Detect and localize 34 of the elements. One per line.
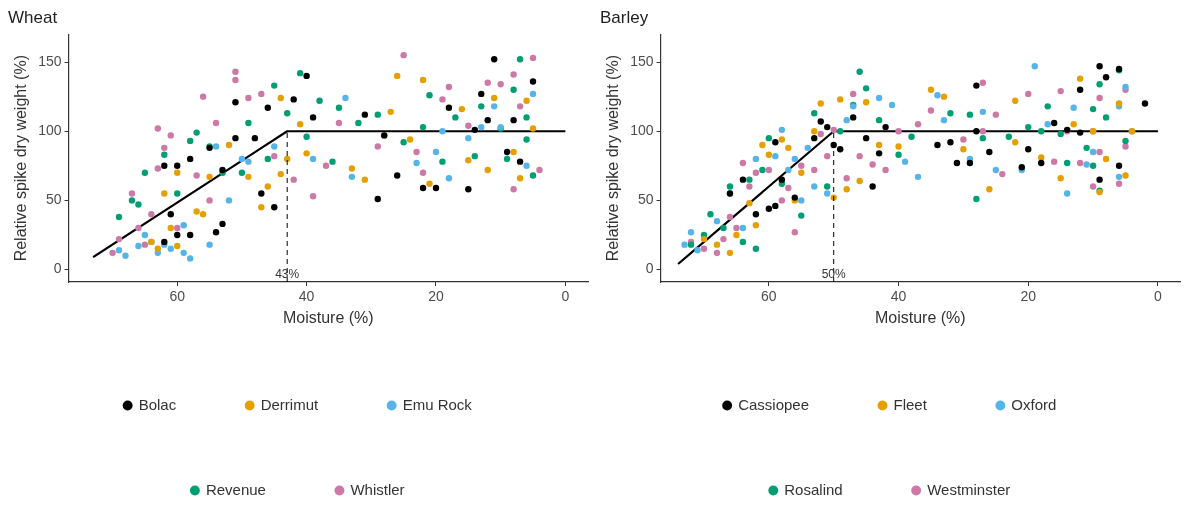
legend-label: Whistler (350, 480, 405, 498)
y-axis-title: Relative spike dry weight (%) (12, 55, 30, 262)
y-tick-label: 0 (53, 260, 62, 277)
x-tick-label: 20 (1020, 288, 1037, 305)
x-tick-label: 0 (561, 288, 570, 305)
legend-label: Fleet (893, 395, 928, 413)
x-tick-label: 60 (169, 288, 186, 305)
y-tick-label: 0 (645, 260, 654, 277)
legend-label: Oxford (1011, 395, 1057, 413)
y-tick-label: 50 (637, 191, 654, 208)
x-tick-label: 60 (761, 288, 777, 305)
y-tick-label: 150 (630, 52, 654, 69)
ref-line-label: 43% (275, 267, 300, 282)
x-tick-label: 0 (1154, 288, 1163, 305)
legend-label: Emu Rock (402, 395, 473, 413)
legend-label: Bolac (138, 395, 177, 413)
y-tick-label: 150 (38, 52, 62, 69)
x-tick-label: 20 (428, 288, 444, 305)
ref-line-label: 50% (821, 267, 847, 282)
x-tick-label: 40 (890, 288, 907, 305)
y-tick-label: 100 (38, 122, 62, 139)
y-tick-label: 100 (630, 122, 654, 139)
x-tick-label: 40 (298, 288, 315, 305)
y-axis-title: Relative spike dry weight (%) (604, 55, 622, 262)
x-axis-title: Moisture (%) (282, 308, 374, 326)
legend-label: Derrimut (260, 395, 319, 413)
legend-label: Cassiopee (738, 395, 810, 413)
legend-label: Rosalind (784, 480, 843, 498)
y-tick-label: 50 (45, 191, 62, 208)
legend-label: Revenue (205, 480, 266, 498)
legend-label: Westminster (927, 480, 1011, 498)
x-axis-title: Moisture (%) (874, 308, 966, 326)
chart-title: Wheat (8, 7, 58, 27)
chart-title: Barley (600, 7, 649, 27)
